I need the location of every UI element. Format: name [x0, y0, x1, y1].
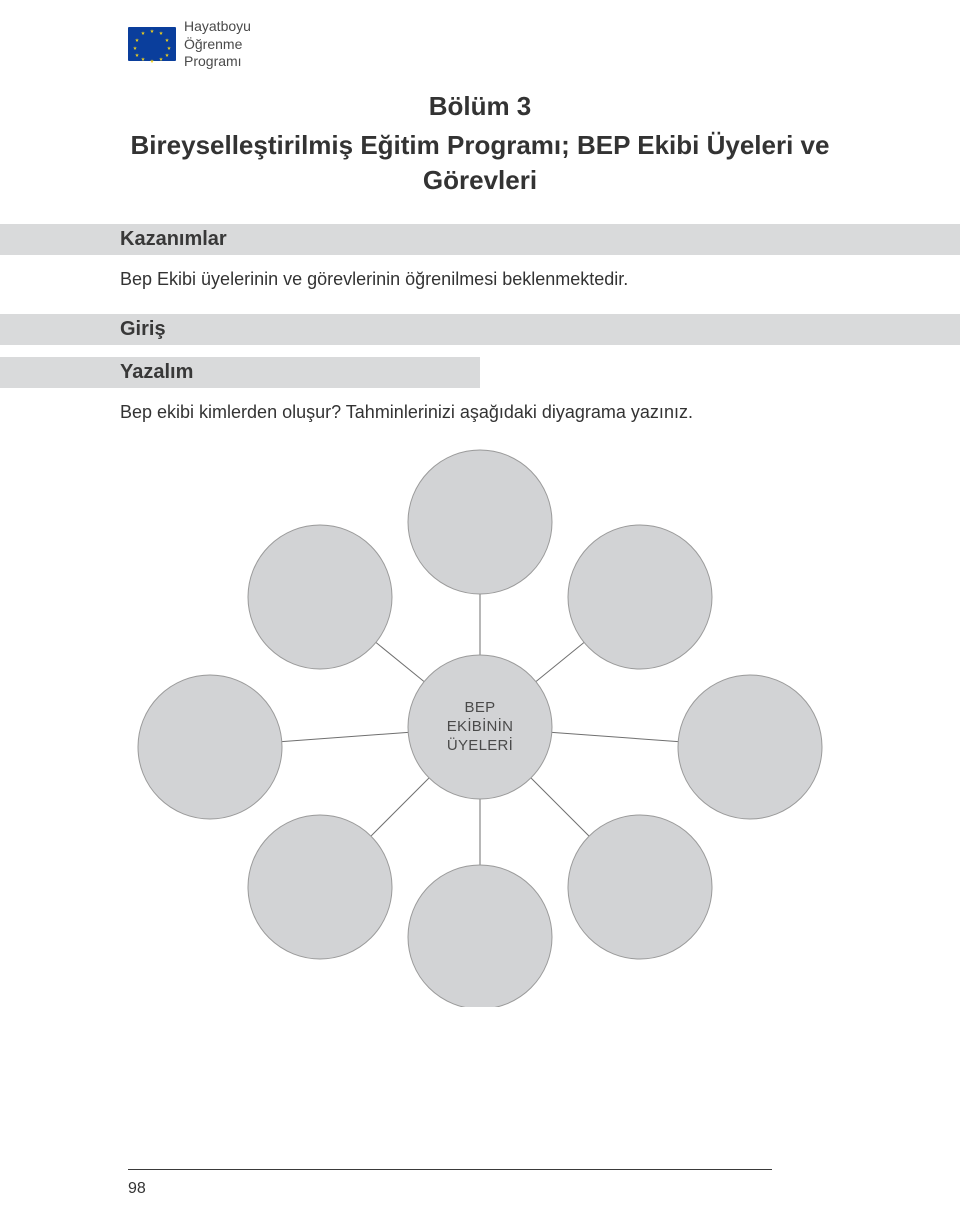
diagram-center-label: BEP EKİBİNİN ÜYELERİ [410, 699, 550, 755]
page-number: 98 [128, 1180, 146, 1198]
logo-line3: Programı [184, 53, 251, 71]
band-kazanimlar: Kazanımlar [0, 224, 960, 255]
eu-stars [128, 27, 176, 61]
yazalim-body: Bep ekibi kimlerden oluşur? Tahminlerini… [120, 400, 840, 425]
header-logo: Hayatboyu Öğrenme Programı [128, 18, 840, 71]
section-number: Bölüm 3 [120, 91, 840, 122]
logo-line1: Hayatboyu [184, 18, 251, 36]
footer-rule [128, 1169, 772, 1170]
section-title: Bireyselleştirilmiş Eğitim Programı; BEP… [120, 128, 840, 198]
logo-text: Hayatboyu Öğrenme Programı [184, 18, 251, 71]
page-container: Hayatboyu Öğrenme Programı Bölüm 3 Birey… [0, 0, 960, 1224]
kazanimlar-body: Bep Ekibi üyelerinin ve görevlerinin öğr… [120, 267, 840, 292]
center-label-line1: BEP [465, 699, 496, 716]
section-title-line2: Görevleri [423, 165, 537, 195]
band-giris: Giriş [0, 314, 960, 345]
logo-line2: Öğrenme [184, 36, 251, 54]
band-giris-label: Giriş [120, 318, 166, 340]
eu-flag-icon [128, 27, 176, 61]
center-label-line2: EKİBİNİN [447, 718, 514, 735]
title-block: Bölüm 3 Bireyselleştirilmiş Eğitim Progr… [120, 91, 840, 198]
bubble-diagram: BEP EKİBİNİN ÜYELERİ [120, 447, 840, 1007]
band-yazalim-label: Yazalım [120, 361, 193, 383]
center-label-line3: ÜYELERİ [447, 737, 513, 754]
section-title-line1: Bireyselleştirilmiş Eğitim Programı; BEP… [131, 130, 830, 160]
band-yazalim: Yazalım [0, 357, 480, 388]
band-kazanimlar-label: Kazanımlar [120, 228, 227, 250]
